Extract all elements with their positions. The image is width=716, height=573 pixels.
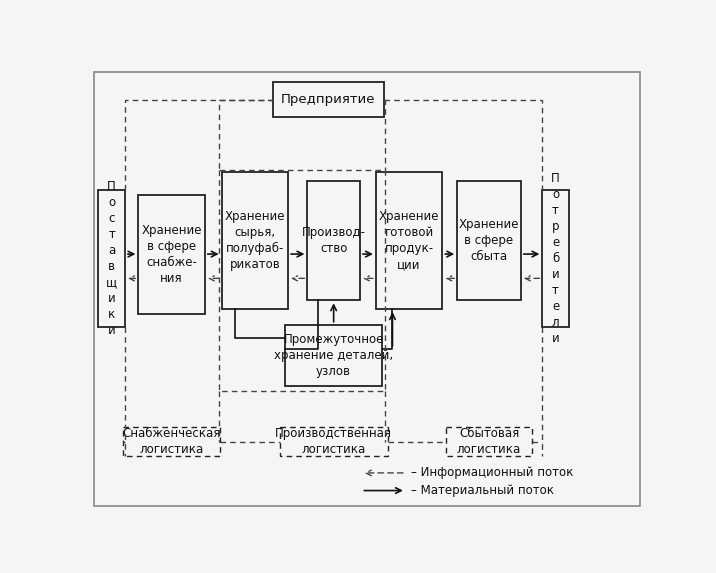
Text: Промежуточное
хранение деталей,
узлов: Промежуточное хранение деталей, узлов <box>274 333 393 378</box>
Text: Хранение
готовой
продук-
ции: Хранение готовой продук- ции <box>379 210 440 272</box>
Bar <box>138 194 205 313</box>
Bar <box>307 181 360 300</box>
Bar <box>273 82 384 117</box>
Bar <box>221 172 288 309</box>
Text: Сбытовая
логистика: Сбытовая логистика <box>457 427 521 456</box>
Text: П
о
с
т
а
в
щ
и
к
и: П о с т а в щ и к и <box>106 180 117 337</box>
Text: – Информационный поток: – Информационный поток <box>411 466 574 480</box>
Bar <box>123 427 221 456</box>
Text: Снабженческая
логистика: Снабженческая логистика <box>122 427 221 456</box>
Bar <box>446 427 532 456</box>
Bar <box>285 325 382 386</box>
Bar <box>279 427 388 456</box>
Text: Хранение
в сфере
сбыта: Хранение в сфере сбыта <box>459 218 519 264</box>
Bar <box>376 172 442 309</box>
Bar <box>98 190 125 327</box>
Text: Хранение
в сфере
снабже-
ния: Хранение в сфере снабже- ния <box>141 223 202 285</box>
Text: П
о
т
р
е
б
и
т
е
л
и: П о т р е б и т е л и <box>551 172 560 345</box>
Text: Предприятие: Предприятие <box>281 93 375 106</box>
Text: Хранение
сырья,
полуфаб-
рикатов: Хранение сырья, полуфаб- рикатов <box>225 210 285 272</box>
Text: Производственная
логистика: Производственная логистика <box>275 427 392 456</box>
Text: – Материальный поток: – Материальный поток <box>411 484 554 497</box>
Bar <box>542 190 569 327</box>
Bar <box>457 181 521 300</box>
Text: Производ-
ство: Производ- ство <box>301 226 366 256</box>
